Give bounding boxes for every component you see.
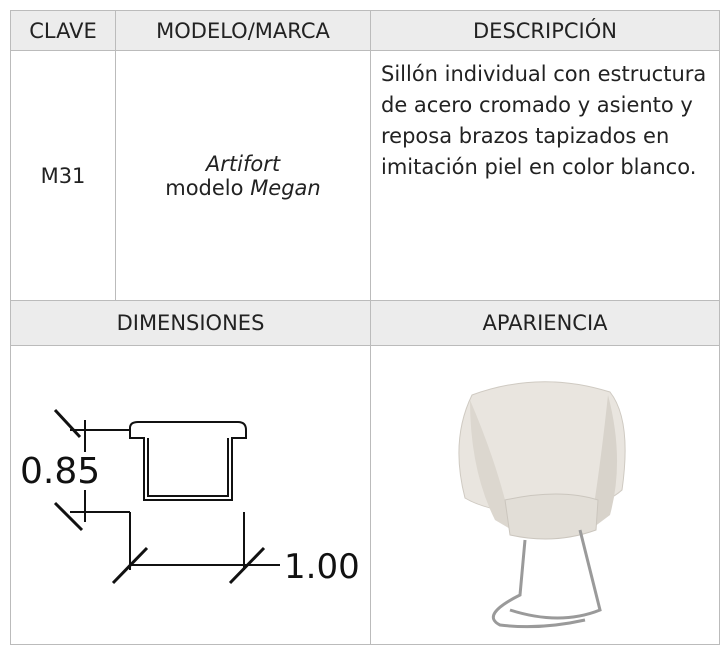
section-header: DIMENSIONES [10, 300, 371, 346]
height-label: 0.85 [20, 451, 100, 492]
header-cell: CLAVE [10, 10, 116, 51]
model-prefix: modelo [165, 175, 244, 200]
chair [458, 381, 626, 629]
header-cell: DESCRIPCIÓN [370, 10, 720, 51]
model-line: modelo Megan [165, 176, 320, 200]
dimension-plan [53, 408, 280, 585]
description-cell: Sillón individual con estructura de acer… [370, 50, 720, 301]
width-label: 1.00 [284, 547, 360, 587]
brand: Artifort [205, 151, 281, 176]
model: Megan [250, 175, 321, 200]
